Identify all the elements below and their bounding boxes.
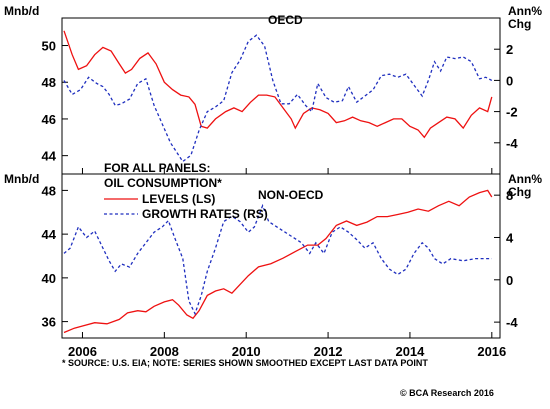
x-tick-label: 2014 [395,344,425,359]
top-right-tick-label: -4 [506,136,518,151]
bottom-left-axis-label: Mnb/d [4,172,39,186]
footnote: * SOURCE: U.S. EIA; NOTE: SERIES SHOWN S… [62,358,428,368]
x-tick-label: 2010 [232,344,261,359]
legend-title-1: FOR ALL PANELS: [104,161,210,175]
top-panel-title: OECD [268,13,303,27]
x-tick-label: 2006 [68,344,97,359]
top-right-tick-label: 0 [506,73,513,88]
top-left-tick-label: 46 [42,112,56,127]
legend-growth-label: GROWTH RATES (RS) [142,207,268,221]
bottom-right-tick-label: 0 [506,273,513,288]
top-left-axis-label: Mnb/d [4,4,39,18]
legend-title-2: OIL CONSUMPTION* [104,176,222,190]
x-tick-label: 2016 [477,344,506,359]
top-right-axis-label-2: Chg [508,17,531,31]
credit: © BCA Research 2016 [400,388,494,398]
top-right-tick-label: 2 [506,42,513,57]
bottom-right-tick-label: 8 [506,188,513,203]
bottom-panel-title: NON-OECD [258,188,324,202]
bottom-left-tick-label: 36 [42,315,56,330]
x-tick-label: 2012 [314,344,343,359]
x-tick-label: 2008 [150,344,179,359]
top-growth-line [63,34,493,163]
top-left-tick-label: 50 [42,39,56,54]
bottom-growth-line [63,203,492,316]
bottom-left-tick-label: 48 [42,183,56,198]
bottom-right-axis-label: Ann% [508,172,542,186]
top-panel-frame [61,17,501,175]
top-left-tick-label: 44 [42,149,57,164]
bottom-levels-line [63,189,493,334]
top-right-tick-label: -2 [506,105,518,120]
top-levels-line [63,30,493,139]
top-right-axis-label: Ann% [508,4,542,18]
legend-levels-label: LEVELS (LS) [142,192,215,206]
bottom-right-axis-label-2: Chg [508,185,531,199]
bottom-left-tick-label: 40 [42,271,56,286]
bottom-panel-frame [61,173,501,339]
bottom-left-tick-label: 44 [42,227,57,242]
top-left-tick-label: 48 [42,75,56,90]
bottom-right-tick-label: -4 [506,315,518,330]
bottom-right-tick-label: 4 [506,230,514,245]
